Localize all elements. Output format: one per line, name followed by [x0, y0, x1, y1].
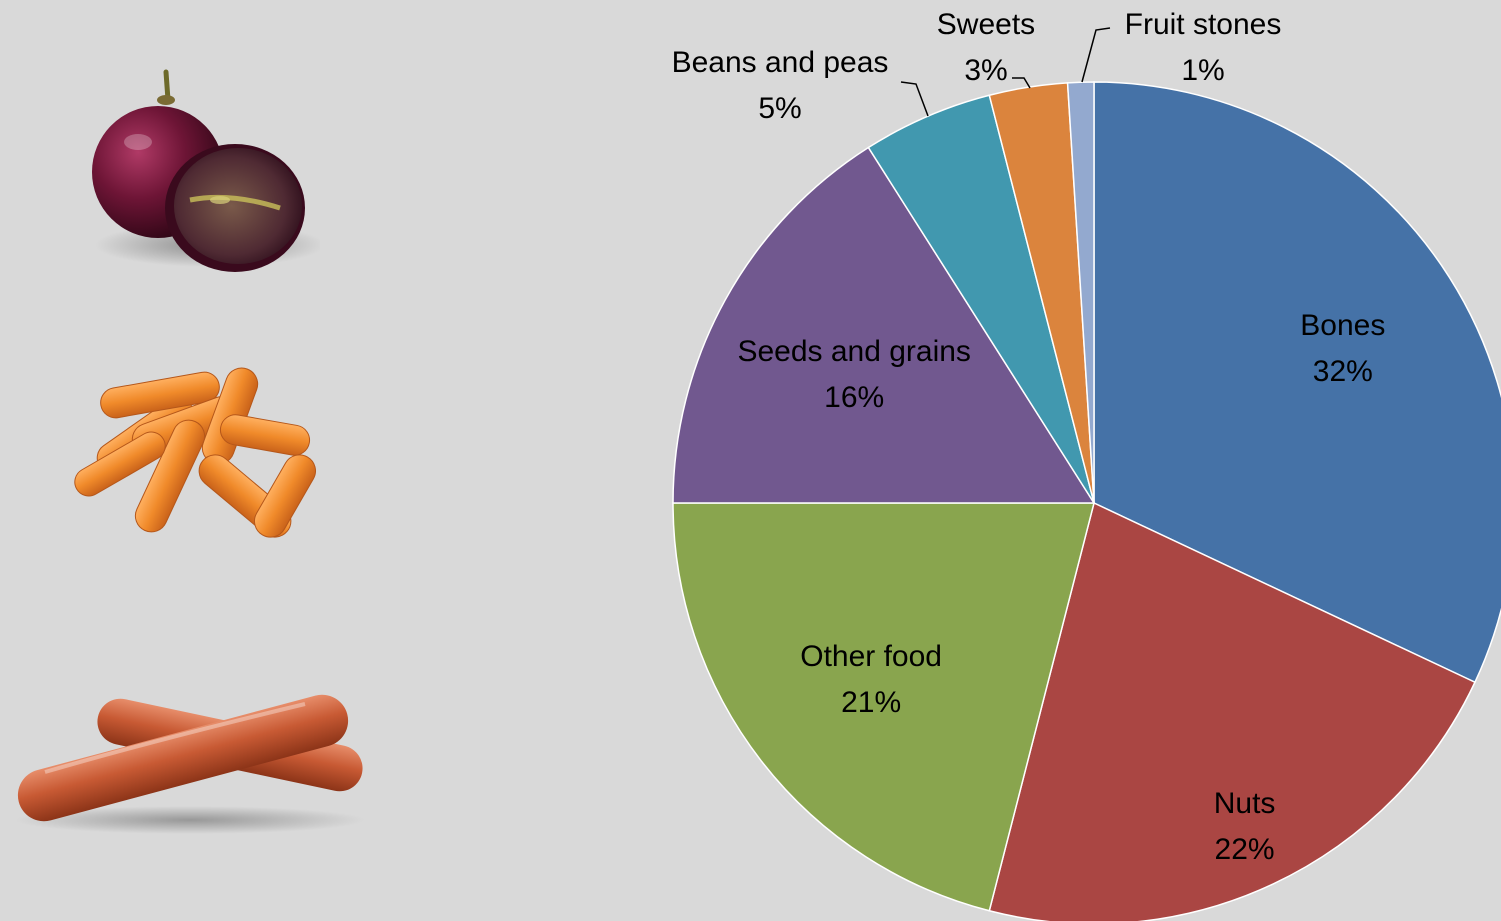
leader-line: [900, 81, 929, 117]
slice-percentage: 3%: [964, 54, 1007, 87]
pie-slice-other-food: [672, 502, 1095, 912]
slice-percentage: 22%: [1215, 833, 1275, 866]
sausages-image: [15, 694, 365, 834]
slice-label: Sweets: [937, 8, 1035, 41]
leader-line: [1081, 27, 1111, 83]
slice-percentage: 21%: [841, 686, 901, 719]
slice-label: Seeds and grains: [737, 335, 971, 368]
pie-slice-fruit-stones: [1066, 81, 1095, 504]
slice-percentage: 5%: [758, 92, 801, 125]
grapes-image: [92, 69, 320, 272]
slice-label: Other food: [800, 640, 942, 673]
slice-percentage: 1%: [1181, 54, 1224, 87]
slice-label: Nuts: [1214, 787, 1276, 820]
pie-slice-seeds-and-grains: [672, 146, 1096, 504]
slice-label: Bones: [1300, 309, 1385, 342]
slice-label: Beans and peas: [672, 46, 889, 79]
pie-slice-nuts: [988, 501, 1476, 921]
slice-label: Fruit stones: [1125, 8, 1282, 41]
baby-carrots-image: [74, 367, 316, 538]
leader-line: [1012, 77, 1031, 89]
slice-percentage: 16%: [824, 381, 884, 414]
pie-slice-bones: [1093, 81, 1501, 684]
slice-percentage: 32%: [1313, 355, 1373, 388]
